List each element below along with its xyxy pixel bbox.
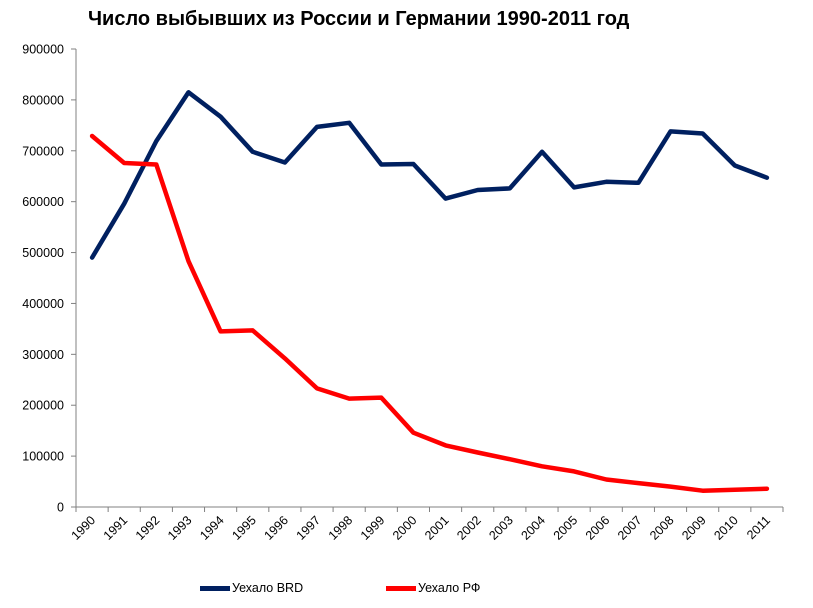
y-tick-label: 400000 [22, 297, 64, 311]
x-tick-label: 1999 [358, 513, 388, 543]
y-tick-label: 800000 [22, 93, 64, 107]
x-tick-label: 2011 [744, 513, 773, 542]
x-tick-labels: 1990 1991 1992 1993 1994 1995 1996 1997 1998 1999… [69, 513, 773, 543]
chart-axes [71, 48, 784, 512]
x-tick-label: 1995 [229, 513, 259, 543]
y-tick-label: 300000 [22, 348, 64, 362]
x-tick-label: 2008 [647, 513, 677, 543]
x-tick-label: 1997 [294, 513, 324, 543]
x-tick-label: 1998 [326, 513, 356, 543]
y-tick-label: 500000 [22, 246, 64, 260]
legend-swatch-rf [386, 585, 416, 591]
legend-item-rf: Уехало РФ [386, 578, 480, 598]
chart-title: Число выбывших из России и Германии 1990… [88, 8, 630, 30]
x-tick-label: 2005 [551, 513, 581, 543]
y-tick-label: 600000 [22, 195, 64, 209]
y-tick-labels: 0 100000 200000 300000 400000 500000 600000 700… [22, 43, 64, 515]
y-tick-label: 100000 [22, 450, 64, 464]
x-tick-label: 2006 [583, 513, 613, 543]
legend-label-brd: Уехало BRD [232, 581, 304, 595]
series-line-0 [89, 90, 770, 260]
x-tick-label: 1992 [133, 513, 163, 543]
x-tick-label: 2009 [679, 513, 709, 543]
x-tick-label: 1991 [101, 513, 131, 543]
y-tick-label: 700000 [22, 144, 64, 158]
y-tick-label: 900000 [22, 43, 64, 57]
x-tick-label: 2001 [422, 513, 452, 543]
x-tick-label: 2003 [486, 513, 516, 543]
x-tick-label: 2004 [519, 513, 549, 543]
x-tick-label: 1994 [197, 513, 227, 543]
x-tick-label: 1996 [261, 513, 291, 543]
y-tick-label: 0 [57, 501, 64, 515]
legend-label-rf: Уехало РФ [418, 581, 481, 595]
legend-swatch-brd [200, 585, 230, 591]
x-tick-label: 2002 [454, 513, 484, 543]
x-tick-label: 2007 [615, 513, 645, 543]
y-tick-label: 200000 [22, 399, 64, 413]
series-line-1 [89, 133, 770, 493]
legend-item-brd: Уехало BRD [200, 578, 303, 598]
series-lines [89, 90, 770, 493]
x-tick-label: 2010 [711, 513, 741, 543]
x-tick-label: 2000 [390, 513, 420, 543]
x-tick-label: 1990 [69, 513, 99, 543]
x-tick-label: 1993 [165, 513, 195, 543]
